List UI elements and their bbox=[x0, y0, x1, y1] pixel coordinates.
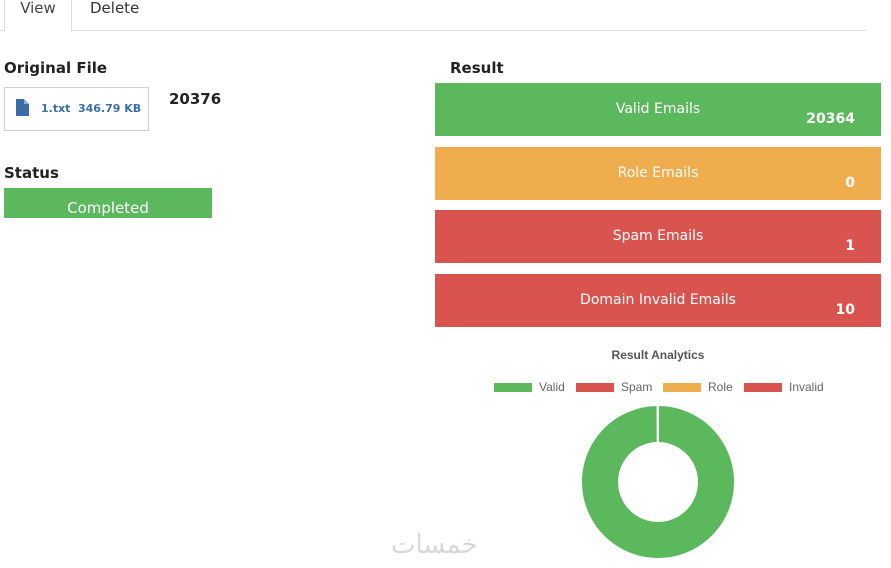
legend-swatch-spam bbox=[576, 383, 614, 392]
chart-legend: Valid Spam Role Invalid bbox=[0, 380, 891, 394]
legend-swatch-invalid bbox=[744, 383, 782, 392]
spam-emails-value: 1 bbox=[845, 238, 855, 254]
result-donut-chart bbox=[580, 404, 736, 560]
domain-invalid-emails-card: Domain Invalid Emails 10 bbox=[435, 274, 881, 327]
role-emails-label: Role Emails bbox=[617, 165, 699, 181]
valid-emails-value: 20364 bbox=[806, 111, 855, 127]
legend-label-invalid: Invalid bbox=[789, 380, 824, 394]
tab-view[interactable]: View bbox=[4, 0, 72, 32]
status-heading: Status bbox=[4, 164, 59, 182]
spam-emails-label: Spam Emails bbox=[612, 228, 704, 244]
legend-label-valid: Valid bbox=[539, 380, 565, 394]
email-count: 20376 bbox=[169, 90, 222, 108]
legend-swatch-role bbox=[663, 383, 701, 392]
file-attachment[interactable]: 1.txt 346.79 KB bbox=[4, 87, 149, 131]
watermark-logo: خمسات bbox=[391, 530, 478, 560]
status-badge: Completed bbox=[4, 188, 212, 218]
legend-label-role: Role bbox=[708, 380, 733, 394]
legend-swatch-valid bbox=[494, 383, 532, 392]
valid-emails-label: Valid Emails bbox=[615, 101, 701, 117]
file-name[interactable]: 1.txt bbox=[41, 102, 71, 115]
tab-bar: View Delete bbox=[0, 0, 866, 32]
role-emails-card: Role Emails 0 bbox=[435, 147, 881, 200]
spam-emails-card: Spam Emails 1 bbox=[435, 210, 881, 263]
valid-emails-card: Valid Emails 20364 bbox=[435, 83, 881, 136]
legend-label-spam: Spam bbox=[621, 380, 653, 394]
tab-delete[interactable]: Delete bbox=[90, 0, 140, 17]
file-icon bbox=[16, 99, 29, 121]
chart-title: Result Analytics bbox=[611, 348, 705, 362]
domain-invalid-emails-label: Domain Invalid Emails bbox=[580, 292, 736, 308]
domain-invalid-emails-value: 10 bbox=[835, 302, 855, 318]
result-heading: Result bbox=[450, 59, 504, 77]
original-file-heading: Original File bbox=[4, 59, 108, 77]
role-emails-value: 0 bbox=[845, 175, 855, 191]
donut-slice-valid[interactable] bbox=[580, 404, 736, 560]
file-size: 346.79 KB bbox=[78, 102, 142, 115]
